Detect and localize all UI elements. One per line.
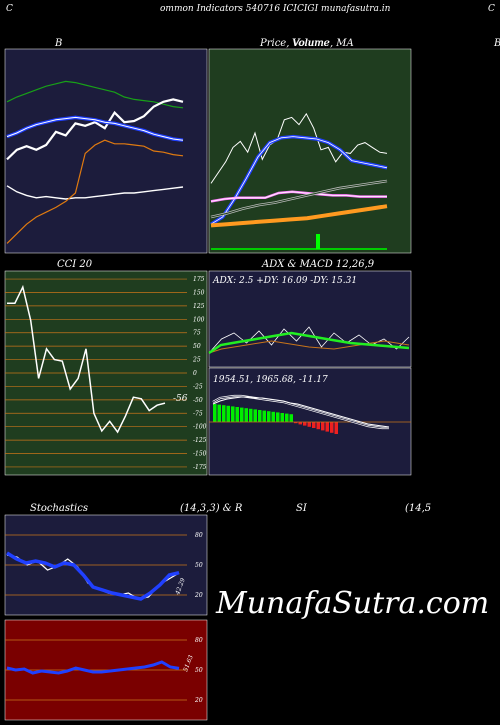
macd-histogram-bar xyxy=(280,413,284,422)
cci-tick: 0 xyxy=(193,370,197,377)
osc-tick: 80 xyxy=(195,637,203,644)
bollinger-bg xyxy=(4,48,208,254)
macd-histogram-bar xyxy=(307,422,311,427)
macd-histogram-bar xyxy=(303,422,307,426)
cci-tick: -100 xyxy=(193,424,207,431)
osc-tick: 80 xyxy=(195,532,203,539)
macd-histogram-bar xyxy=(312,422,316,428)
macd-histogram-bar xyxy=(276,412,280,422)
minus-dy-line xyxy=(208,340,410,354)
price-line-0 xyxy=(210,112,388,184)
bollinger-title: B xyxy=(55,38,63,49)
macd-signal-line xyxy=(212,396,390,428)
adx-macd-chart: ADX: 2.5 +DY: 16.09 -DY: 15.31 1954.51, … xyxy=(208,270,412,476)
macd-histogram-bar xyxy=(244,408,248,422)
adx-line xyxy=(208,326,410,354)
bollinger-line-2 xyxy=(6,185,184,200)
cci-tick: -125 xyxy=(193,437,207,444)
bollinger-chart xyxy=(4,48,208,254)
macd-histogram-bar xyxy=(321,422,325,431)
macd-histogram-bar xyxy=(334,422,338,434)
watermark: MunafaSutra.com xyxy=(216,586,490,621)
macd-histogram-bar xyxy=(267,411,271,422)
osc-tick: 50 xyxy=(195,667,203,674)
cci-tick: 100 xyxy=(193,316,205,323)
macd-histogram-bar xyxy=(231,406,235,422)
price-line-highlight-2 xyxy=(210,191,387,202)
bollinger-mid-highlight xyxy=(6,116,184,141)
macd-histogram-bar xyxy=(222,405,226,422)
header-letter-right: C xyxy=(488,4,495,14)
cci-tick: -25 xyxy=(193,383,203,390)
macd-histogram-bar xyxy=(298,422,302,425)
osc-line-0 xyxy=(6,660,180,675)
macd-line-inner xyxy=(212,395,389,429)
macd-histogram-bar xyxy=(217,404,221,422)
cci-tick: -175 xyxy=(193,464,207,471)
osc-tick: 20 xyxy=(194,697,203,704)
macd-label: 1954.51, 1965.68, -11.17 xyxy=(213,375,328,385)
price-line-inner-3 xyxy=(210,180,388,218)
price-line-highlight-1 xyxy=(210,136,388,225)
osc-tick: 20 xyxy=(194,592,203,599)
adx-macd-title: ADX & MACD 12,26,9 xyxy=(262,259,375,270)
cci-title: CCI 20 xyxy=(57,259,93,270)
macd-histogram-bar xyxy=(262,410,266,422)
bollinger-line-1 xyxy=(6,98,184,161)
macd-histogram-bar xyxy=(285,413,289,422)
cci-tick: 125 xyxy=(193,303,205,310)
cci-line xyxy=(7,284,166,434)
macd-histogram-bar xyxy=(240,407,244,422)
macd-histogram-bar xyxy=(271,411,275,422)
price-title: Price, Volume, MA xyxy=(260,38,354,49)
osc-line-1 xyxy=(6,551,180,601)
macd-histogram-bar xyxy=(249,408,253,422)
cci-tick: 50 xyxy=(193,343,201,350)
macd-histogram-bar xyxy=(258,410,262,422)
header-title: ommon Indicators 540716 ICICIGI munafasu… xyxy=(160,4,391,14)
rsi-params: (14,5 xyxy=(405,503,432,514)
cci-tick: 75 xyxy=(193,330,201,337)
cci-chart: 175 150 125 100 75 50 25 0 -25 -50 -75 -100 -125 -150… xyxy=(4,270,208,476)
macd-histogram-bar xyxy=(253,409,257,422)
macd-histogram-bar xyxy=(235,407,239,422)
right-edge-title: B xyxy=(494,38,500,49)
header-letter-left: C xyxy=(6,4,13,14)
volume-bar xyxy=(316,234,320,249)
adx-label: ADX: 2.5 +DY: 16.09 -DY: 15.31 xyxy=(212,276,357,286)
macd-histogram-bar xyxy=(289,414,293,422)
adx-bg xyxy=(208,270,412,368)
stoch-params: (14,3,3) & R xyxy=(180,503,243,514)
stoch-title: Stochastics xyxy=(30,503,88,514)
bollinger-line-0 xyxy=(6,80,184,109)
plus-dy-line xyxy=(208,331,410,355)
price-chart xyxy=(208,48,412,254)
macd-histogram-bar xyxy=(316,422,320,430)
cci-tick: 175 xyxy=(193,276,205,283)
volume-baseline xyxy=(211,248,387,250)
cci-tick: -50 xyxy=(193,397,203,404)
rsi-title: SI xyxy=(296,503,307,514)
macd-histogram-bar xyxy=(213,404,217,422)
cci-tick: -75 xyxy=(193,410,203,417)
macd-histogram-bar xyxy=(330,422,334,433)
macd-histogram-bar xyxy=(325,422,329,432)
cci-tick: 25 xyxy=(192,357,201,364)
price-title-overlap: Volume xyxy=(292,38,330,49)
macd-histogram-bar xyxy=(294,422,298,424)
osc-tick: 50 xyxy=(195,562,203,569)
price-line-4 xyxy=(210,204,388,228)
bollinger-line-3 xyxy=(6,139,184,244)
macd-histogram-bar xyxy=(226,405,230,422)
cci-tick: 150 xyxy=(193,289,205,296)
cci-tick: -150 xyxy=(193,451,207,458)
cci-last-value: -56 xyxy=(173,394,188,404)
